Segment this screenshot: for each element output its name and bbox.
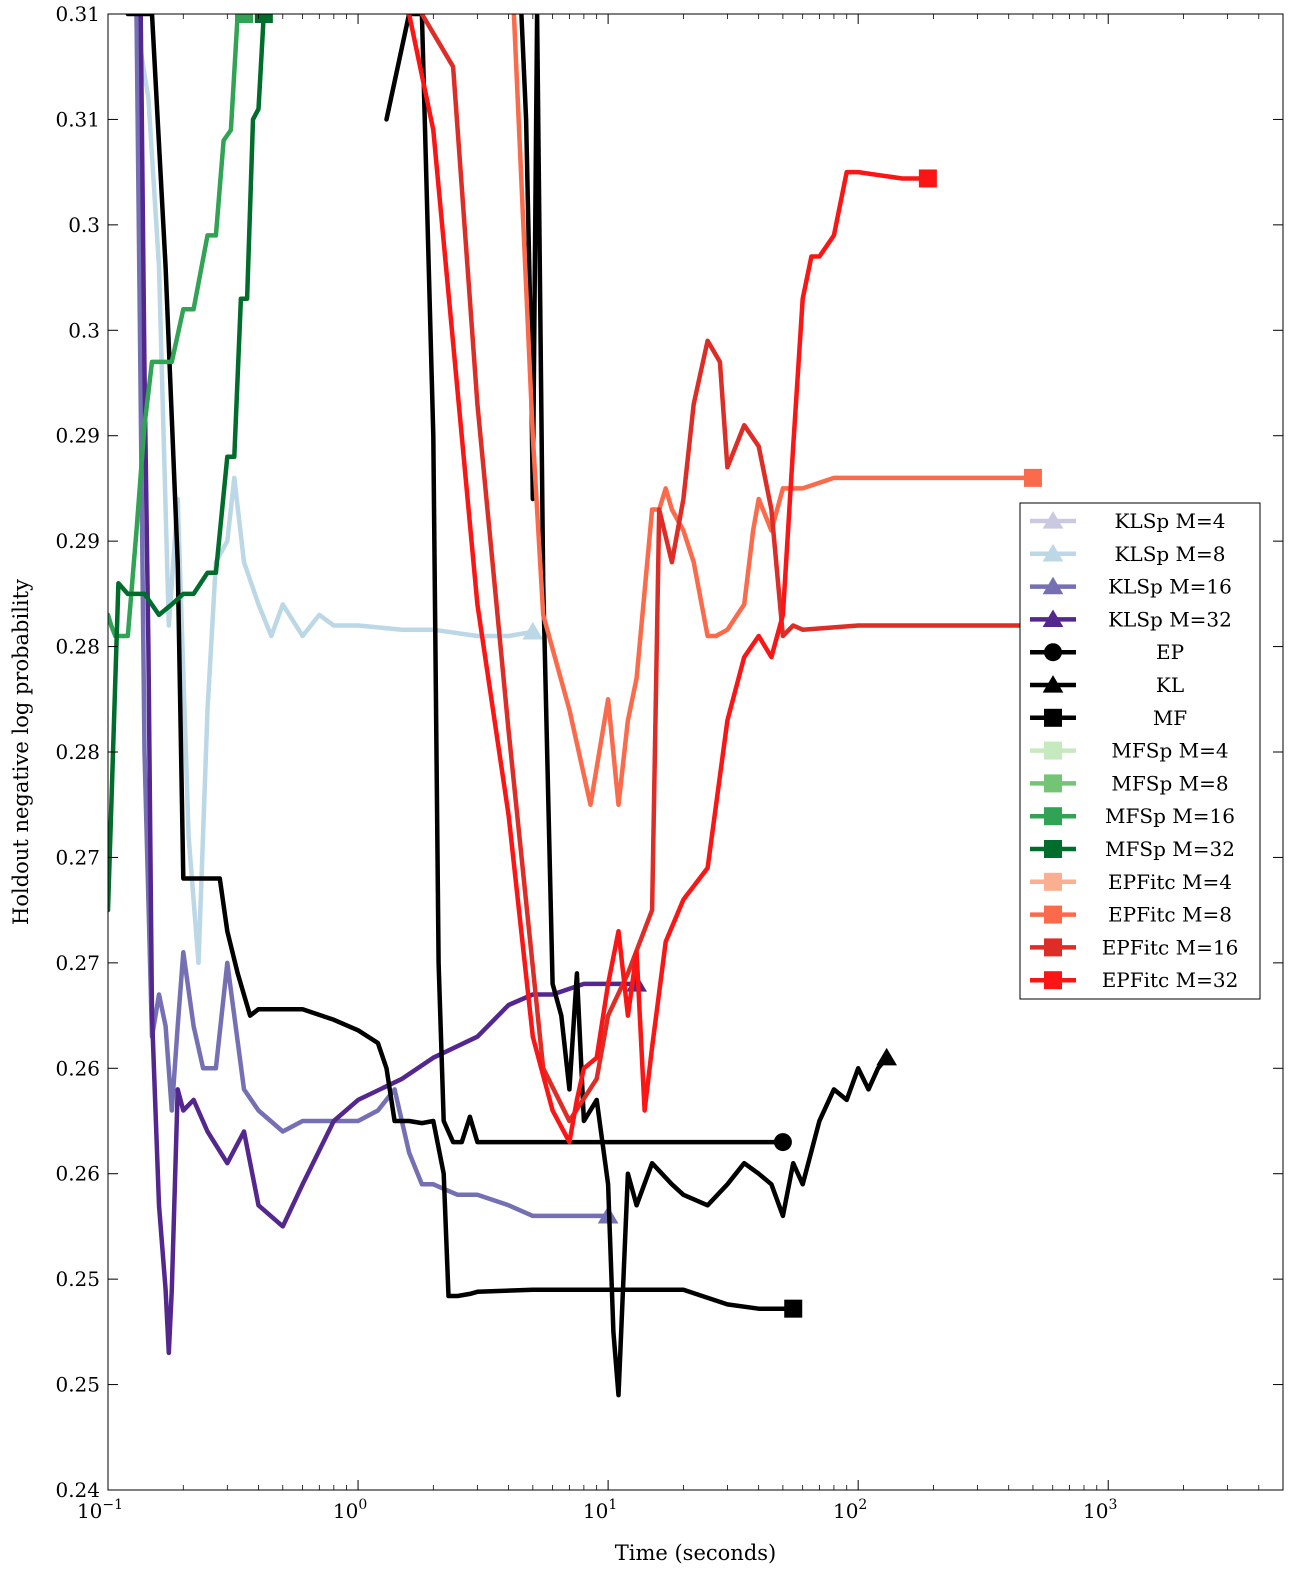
y-tick-label: 0.26 — [55, 1056, 100, 1080]
legend-label: KL — [1156, 673, 1184, 697]
series-line-epfitc-m-8 — [511, 14, 1036, 807]
y-tick-label: 0.28 — [55, 740, 100, 764]
legend-swatch-marker — [1044, 774, 1062, 793]
legend-label: EPFitc M=16 — [1102, 935, 1239, 959]
legend-item: KLSp M=4 — [1030, 509, 1226, 533]
series-line-mfsp-m-16 — [108, 14, 247, 639]
axis-ticks: 0.24 0.25 0.25 0.26 0.26 0.27 0.27 0.28 0.28 0.29… — [55, 2, 1284, 1523]
legend-item: EPFitc M=32 — [1030, 968, 1238, 992]
legend-swatch-marker — [1044, 741, 1062, 760]
legend-swatch-marker — [1042, 609, 1064, 628]
legend-label: KLSp M=32 — [1108, 607, 1232, 631]
series-line-klsp-m-32 — [138, 14, 639, 1356]
x-tick-label: 10−1 — [77, 1497, 123, 1523]
legend-item: MFSp M=8 — [1030, 771, 1229, 795]
legend-label: MFSp M=16 — [1105, 804, 1235, 828]
legend-swatch-marker — [1044, 971, 1062, 990]
series-line-epfitc-m-16 — [419, 14, 1036, 1124]
x-tick-label: 102 — [833, 1497, 867, 1523]
legend-item: MFSp M=16 — [1030, 804, 1235, 828]
legend-swatch-marker — [1044, 807, 1062, 826]
legend-swatch-marker — [1044, 905, 1062, 924]
legend-label: MFSp M=4 — [1111, 739, 1228, 763]
legend-label: KLSp M=8 — [1114, 542, 1225, 566]
legend-label: MFSp M=8 — [1111, 771, 1228, 795]
legend-label: KLSp M=4 — [1114, 509, 1225, 533]
legend-swatch-marker — [1042, 576, 1064, 595]
y-tick-label: 0.26 — [55, 1162, 100, 1186]
series-layer — [108, 14, 1042, 1398]
y-tick-label: 0.3 — [68, 213, 100, 237]
series-end-marker-mfsp-m-16 — [235, 14, 254, 23]
series-line-ep — [384, 14, 786, 1145]
legend-label: MF — [1153, 706, 1187, 730]
legend-label: KLSp M=16 — [1108, 575, 1232, 599]
series-end-marker-mfsp-m-32 — [254, 14, 273, 23]
x-axis-title: Time (seconds) — [615, 1541, 776, 1565]
legend-item: MF — [1030, 706, 1187, 730]
y-tick-label: 0.29 — [55, 424, 100, 448]
y-tick-label: 0.25 — [55, 1373, 100, 1397]
y-tick-label: 0.28 — [55, 635, 100, 659]
legend-swatch-marker — [1044, 643, 1062, 662]
series-end-marker-kl — [876, 1047, 898, 1066]
legend-swatch-marker — [1044, 708, 1062, 727]
y-tick-label: 0.31 — [55, 2, 100, 26]
series-end-marker-klsp-m-8 — [522, 621, 544, 640]
series-end-marker-ep — [773, 1133, 792, 1152]
series-line-kl — [519, 14, 889, 1398]
x-tick-label: 100 — [333, 1497, 367, 1523]
legend-swatch-marker — [1044, 872, 1062, 891]
legend-item: MFSp M=4 — [1030, 739, 1229, 763]
legend: KLSp M=4 KLSp M=8 KLSp M=16 KLSp M=32 EP KL MF… — [1019, 502, 1261, 1000]
series-line-mfsp-m-32 — [108, 14, 267, 913]
legend-swatch-marker — [1042, 511, 1064, 529]
series-line-mf — [125, 14, 796, 1311]
legend-label: EP — [1156, 640, 1184, 664]
x-tick-label: 103 — [1083, 1497, 1117, 1523]
legend-label: EPFitc M=32 — [1102, 968, 1239, 992]
legend-label: EPFitc M=8 — [1108, 903, 1232, 927]
series-end-marker-epfitc-m-8 — [1023, 468, 1042, 487]
series-line-klsp-m-16 — [134, 14, 611, 1219]
x-tick-label: 101 — [583, 1497, 617, 1523]
y-tick-label: 0.29 — [55, 529, 100, 553]
legend-item: MFSp M=32 — [1030, 837, 1235, 861]
y-tick-label: 0.27 — [55, 951, 100, 975]
legend-item: KLSp M=8 — [1030, 542, 1226, 566]
y-tick-label: 0.3 — [68, 318, 100, 342]
series-line-epfitc-m-32 — [406, 14, 931, 1145]
series-line-klsp-m-8 — [134, 22, 536, 966]
legend-label: EPFitc M=4 — [1108, 870, 1232, 894]
y-axis-title: Holdout negative log probability — [9, 579, 33, 925]
legend-swatch-marker — [1044, 938, 1062, 957]
legend-item: KL — [1030, 673, 1184, 697]
y-tick-label: 0.27 — [55, 845, 100, 869]
legend-item: KLSp M=16 — [1030, 575, 1232, 599]
legend-swatch-marker — [1044, 840, 1062, 858]
legend-label: MFSp M=32 — [1105, 837, 1235, 861]
y-tick-label: 0.24 — [55, 1478, 100, 1502]
y-tick-label: 0.31 — [55, 107, 100, 131]
legend-swatch-marker — [1042, 675, 1064, 693]
legend-item: EPFitc M=16 — [1030, 935, 1238, 959]
legend-item: KLSp M=32 — [1030, 607, 1232, 631]
legend-swatch-marker — [1042, 543, 1064, 562]
series-end-marker-epfitc-m-32 — [918, 169, 937, 188]
y-tick-label: 0.25 — [55, 1267, 100, 1291]
series-end-marker-mf — [784, 1299, 803, 1318]
legend-item: EP — [1030, 640, 1184, 664]
legend-item: EPFitc M=4 — [1030, 870, 1232, 894]
legend-item: EPFitc M=8 — [1030, 903, 1232, 927]
